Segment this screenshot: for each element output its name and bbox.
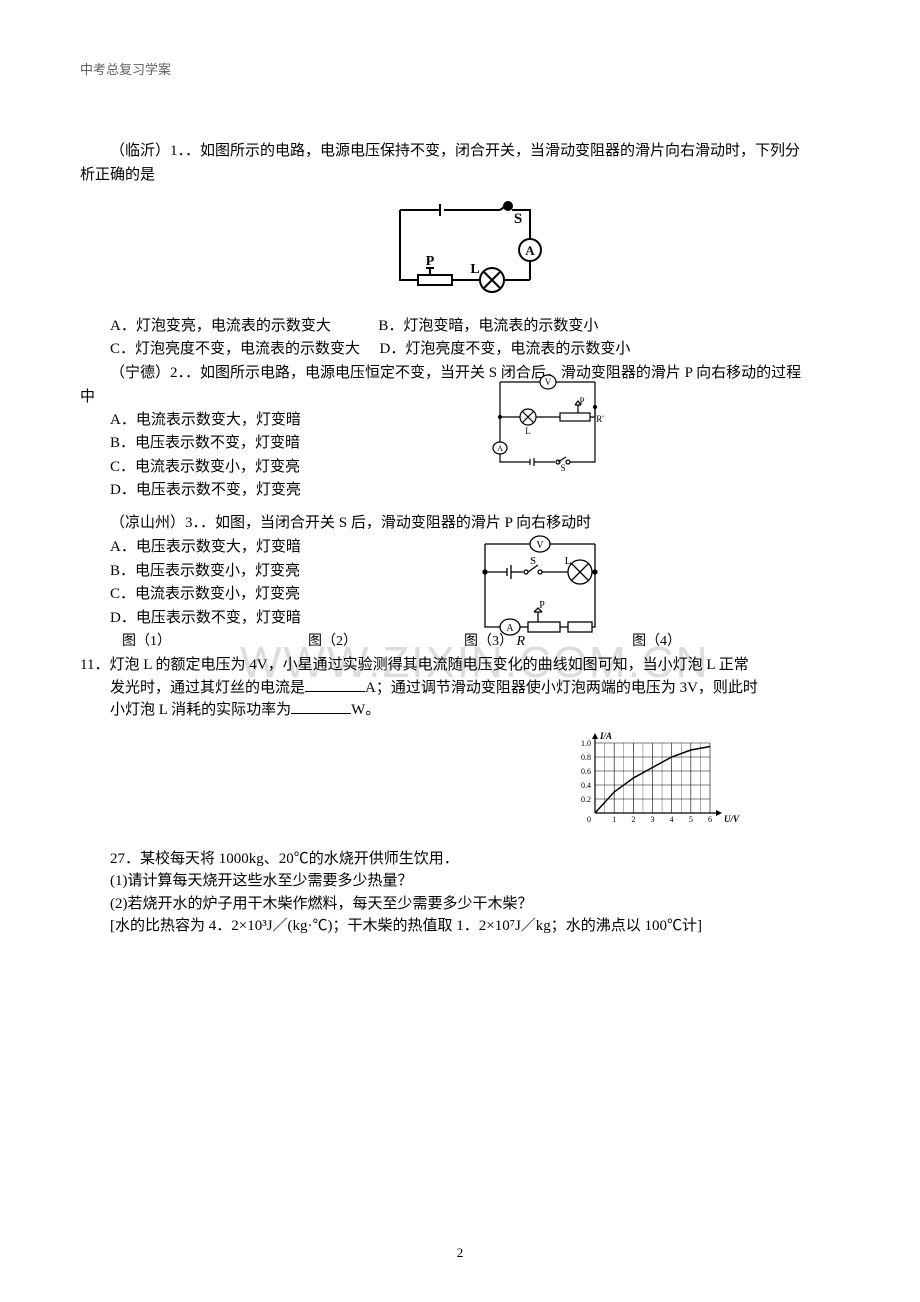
svg-text:L: L: [470, 262, 479, 277]
svg-text:0.4: 0.4: [581, 781, 591, 790]
q2-option-a: A．电流表示数变大，灯变暗: [80, 409, 840, 432]
q11-blank-power: [291, 699, 351, 714]
q1-option-d: D．灯泡亮度不变，电流表的示数变小: [380, 341, 631, 357]
q1-options-row2: C．灯泡亮度不变，电流表的示数变大 D．灯泡亮度不变，电流表的示数变小: [80, 338, 840, 361]
fig-label-4: 图（4）: [632, 634, 681, 649]
svg-text:4: 4: [670, 815, 674, 824]
svg-text:S: S: [560, 463, 565, 472]
q1-option-c: C．灯泡亮度不变，电流表的示数变大: [110, 341, 360, 357]
fig-label-1: 图（1）: [122, 634, 171, 649]
fig-label-2: 图（2）: [308, 634, 357, 649]
svg-text:2: 2: [631, 815, 635, 824]
svg-text:S: S: [530, 555, 536, 567]
svg-text:P: P: [579, 396, 584, 406]
q1-option-b: B．灯泡变暗，电流表的示数变小: [378, 318, 598, 334]
q2-stem-line1: （宁德）2．．如图所示电路，电源电压恒定不变，当开关 S 闭合后，滑动变阻器的滑…: [80, 362, 840, 385]
svg-text:L: L: [525, 426, 531, 436]
svg-text:0.2: 0.2: [581, 795, 591, 804]
question-2: （宁德）2．．如图所示电路，电源电压恒定不变，当开关 S 闭合后，滑动变阻器的滑…: [80, 362, 840, 502]
svg-text:V: V: [536, 540, 544, 551]
q1-options-row1: A．灯泡变亮，电流表的示数变大 B．灯泡变暗，电流表的示数变小: [80, 315, 840, 338]
q2-circuit-diagram: V L R' P A S: [470, 372, 620, 472]
svg-text:6: 6: [708, 815, 712, 824]
q2-option-d: D．电压表示数不变，灯变亮: [80, 479, 840, 502]
svg-text:1: 1: [612, 815, 616, 824]
svg-text:P: P: [539, 600, 545, 611]
svg-text:5: 5: [689, 815, 693, 824]
q27-sub2: (2)若烧开水的炉子用干木柴作燃料，每天至少需要多少干木柴？: [80, 893, 840, 916]
q2-option-b: B．电压表示数不变，灯变暗: [80, 432, 840, 455]
svg-text:A: A: [525, 243, 535, 258]
svg-text:V: V: [545, 377, 552, 387]
svg-text:A: A: [497, 444, 503, 453]
q27-stem: 27．某校每天将 1000kg、20℃的水烧开供师生饮用．: [80, 848, 840, 871]
svg-text:U/V: U/V: [724, 814, 740, 824]
q11-line1: 11．灯泡 L 的额定电压为 4V，小星通过实验测得其电流随电压变化的曲线如图可…: [80, 654, 840, 677]
q27-note: [水的比热容为 4．2×10³J／(kg·℃)；干木柴的热值取 1．2×10⁷J…: [80, 915, 840, 938]
q2-stem-line2: 中: [80, 386, 840, 409]
svg-text:A: A: [506, 623, 514, 634]
svg-text:I/A: I/A: [599, 731, 612, 741]
q1-option-a: A．灯泡变亮，电流表的示数变大: [110, 318, 331, 334]
question-11: 11．灯泡 L 的额定电压为 4V，小星通过实验测得其电流随电压变化的曲线如图可…: [80, 654, 840, 828]
svg-text:3: 3: [651, 815, 655, 824]
page-header: 中考总复习学案: [80, 60, 840, 80]
q11-line3: 小灯泡 L 消耗的实际功率为W。: [80, 699, 840, 722]
question-3: （凉山州）3．．如图，当闭合开关 S 后，滑动变阻器的滑片 P 向右移动时 A．…: [80, 512, 840, 653]
q3-circuit-diagram: V S L A P: [460, 532, 620, 642]
q1-circuit-diagram: A S P L: [360, 195, 560, 305]
q27-sub1: (1)请计算每天烧开这些水至少需要多少热量？: [80, 870, 840, 893]
svg-text:P: P: [426, 254, 435, 269]
q11-blank-current: [305, 677, 365, 692]
question-1: （临沂）1．．如图所示的电路，电源电压保持不变，闭合开关，当滑动变阻器的滑片向右…: [80, 140, 840, 361]
page-number: 2: [0, 1243, 920, 1263]
q1-stem-line2: 析正确的是: [80, 164, 840, 187]
q2-option-c: C．电流表示数变小，灯变亮: [80, 456, 840, 479]
svg-text:0: 0: [587, 815, 591, 824]
svg-text:0.8: 0.8: [581, 753, 591, 762]
svg-text:0.6: 0.6: [581, 767, 591, 776]
svg-text:1.0: 1.0: [581, 739, 591, 748]
q1-stem-line1: （临沂）1．．如图所示的电路，电源电压保持不变，闭合开关，当滑动变阻器的滑片向右…: [80, 140, 840, 163]
svg-text:L: L: [565, 555, 572, 567]
svg-text:R': R': [596, 414, 604, 424]
question-27: 27．某校每天将 1000kg、20℃的水烧开供师生饮用． (1)请计算每天烧开…: [80, 848, 840, 938]
q11-iv-chart: 1 2 3 4 5 6 0.2 0.4 0.6 0.8 1.0 0 I/A U/V: [560, 728, 740, 828]
svg-text:S: S: [514, 211, 522, 227]
q11-line2: 发光时，通过其灯丝的电流是A；通过调节滑动变阻器使小灯泡两端的电压为 3V，则此…: [80, 677, 840, 700]
